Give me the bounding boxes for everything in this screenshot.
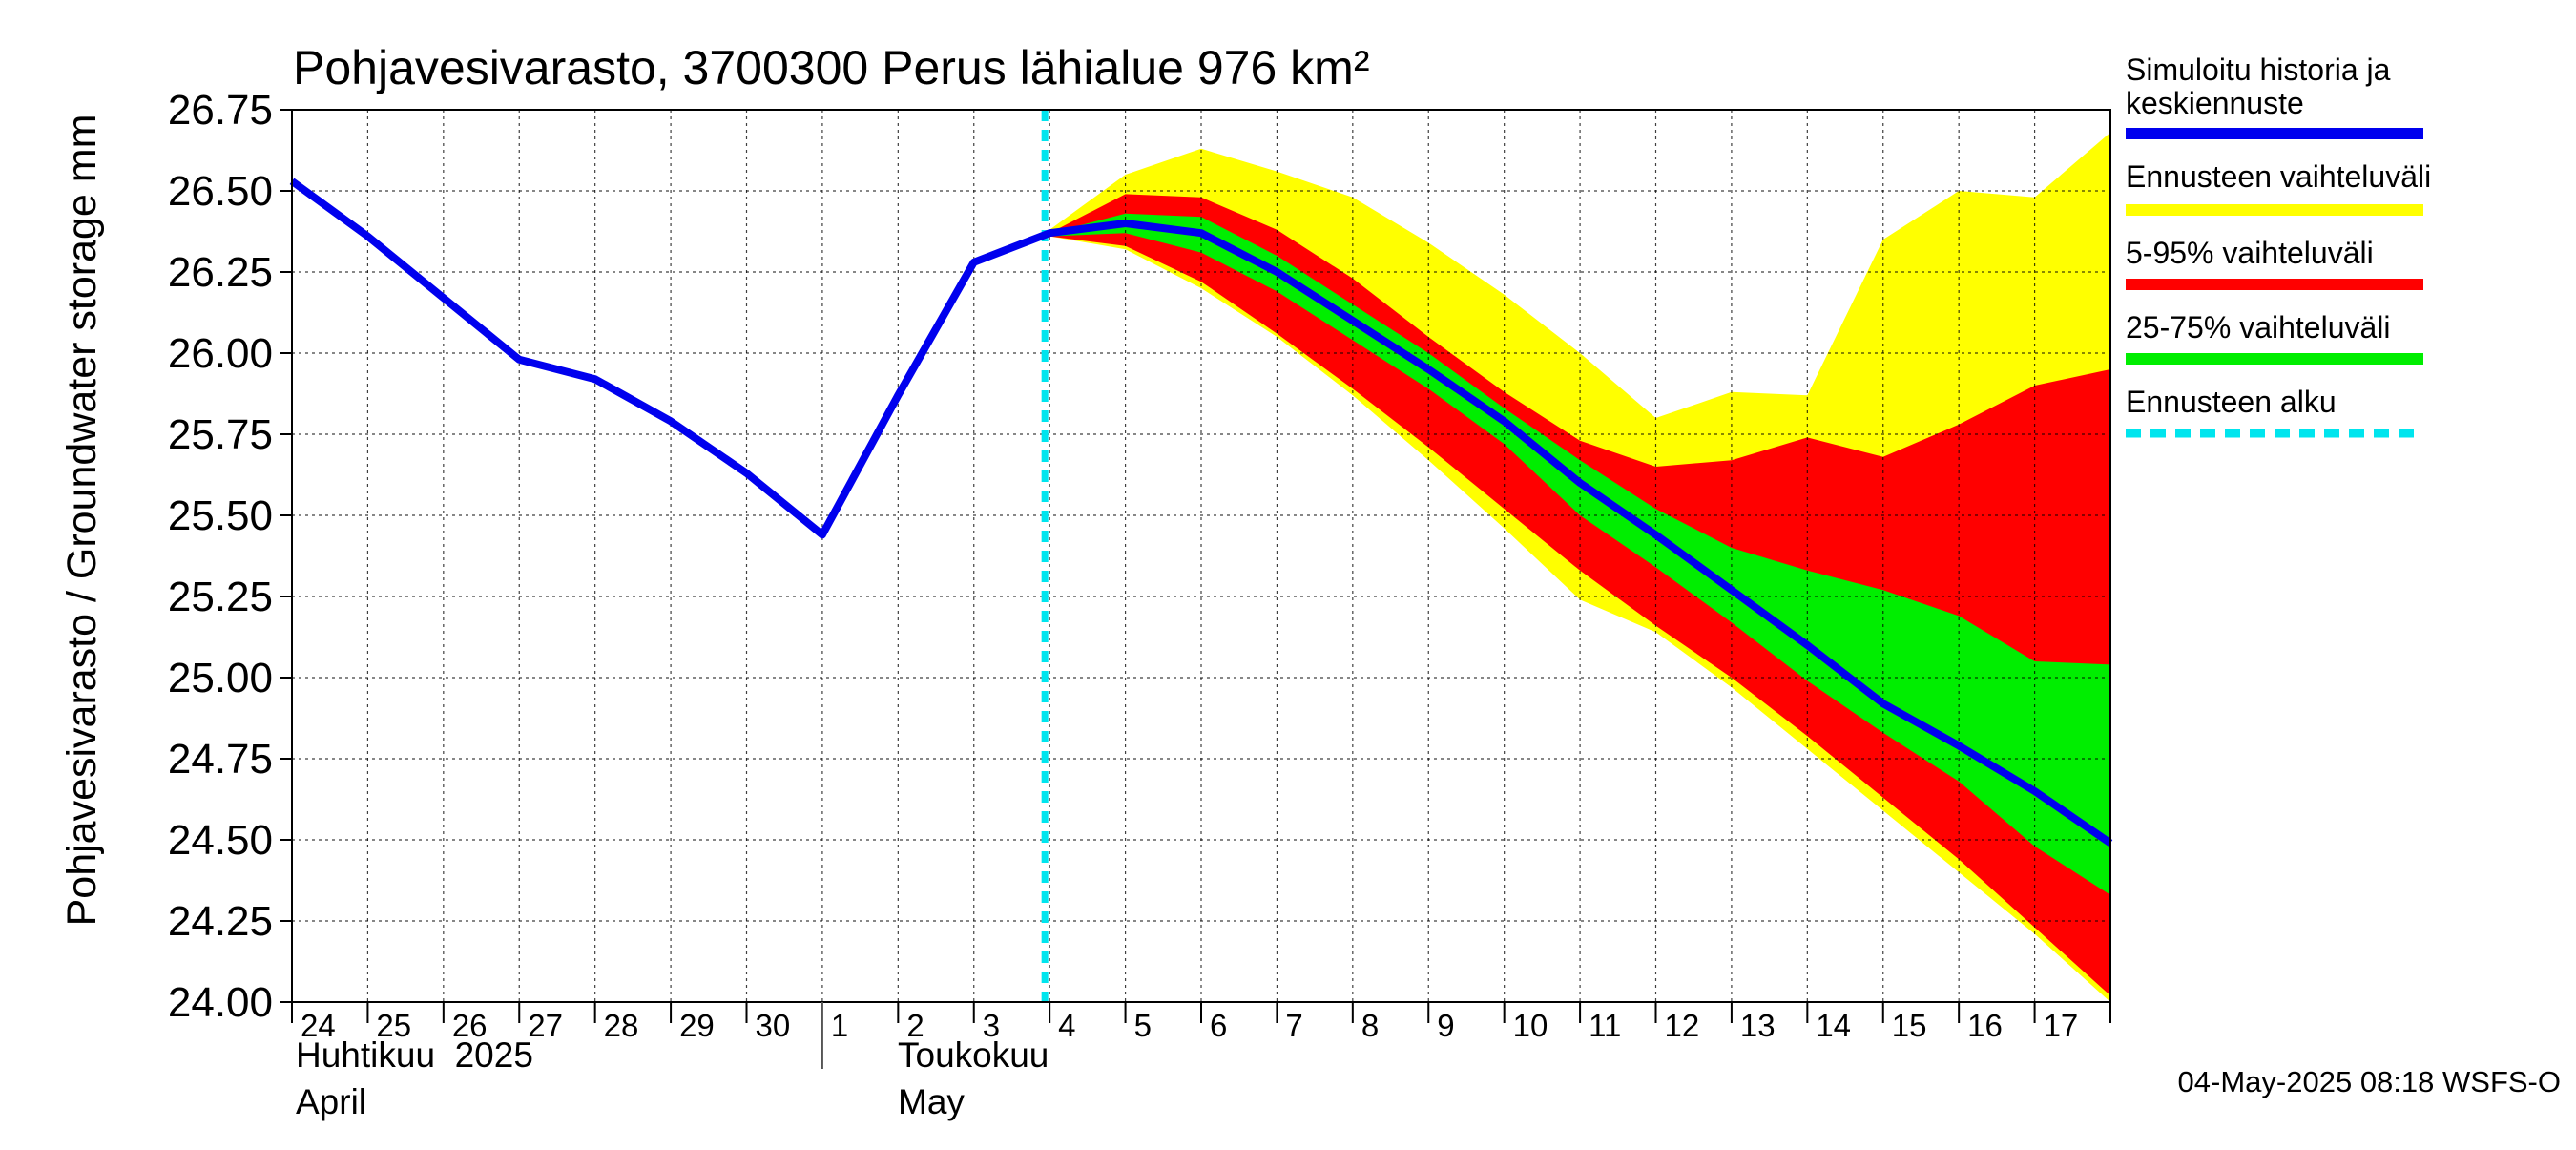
month-label-may-fi: Toukokuu xyxy=(898,1035,1049,1075)
month-label-april-en: April xyxy=(296,1082,366,1121)
x-tick-label: 17 xyxy=(2044,1008,2079,1043)
x-tick-label: 28 xyxy=(604,1008,639,1043)
x-tick-label: 12 xyxy=(1665,1008,1700,1043)
y-tick-label: 25.50 xyxy=(168,492,273,539)
legend-label: keskiennuste xyxy=(2126,86,2304,120)
x-tick-label: 7 xyxy=(1285,1008,1302,1043)
x-tick-label: 1 xyxy=(831,1008,848,1043)
legend-label: Ennusteen alku xyxy=(2126,385,2337,419)
x-axis-ticks: 24 25 26 27 28 29 30 1 2 3 4 5 6 7 8 9 10 11 12 13 14 15 16 17 xyxy=(291,1002,2111,1069)
x-tick-label: 9 xyxy=(1437,1008,1454,1043)
x-tick-label: 25 xyxy=(376,1008,411,1043)
y-tick-label: 24.00 xyxy=(168,979,273,1026)
x-tick-label: 3 xyxy=(983,1008,1000,1043)
series-line-mean xyxy=(289,178,2113,847)
legend-label: 5-95% vaihteluväli xyxy=(2126,236,2374,270)
x-tick-label: 24 xyxy=(301,1008,336,1043)
y-tick-label: 26.75 xyxy=(168,87,273,134)
y-tick-label: 24.25 xyxy=(168,898,273,945)
x-tick-label: 10 xyxy=(1513,1008,1548,1043)
y-axis-ticks: 24.00 24.25 24.50 24.75 25.00 25.25 25.50 25.75… xyxy=(168,87,292,1026)
gridlines xyxy=(292,110,2110,1002)
y-tick-label: 25.25 xyxy=(168,574,273,620)
x-tick-label: 16 xyxy=(1967,1008,2003,1043)
x-tick-label: 27 xyxy=(528,1008,563,1043)
month-label-april-fi: Huhtikuu 2025 xyxy=(296,1035,533,1075)
y-axis-label: Pohjavesivarasto / Groundwater storage m… xyxy=(59,115,105,927)
forecast-bands xyxy=(1049,132,2110,1003)
series-lines xyxy=(289,110,2113,1002)
legend-label: 25-75% vaihteluväli xyxy=(2126,310,2391,345)
y-tick-label: 25.00 xyxy=(168,655,273,701)
y-tick-label: 25.75 xyxy=(168,411,273,458)
y-tick-label: 26.00 xyxy=(168,330,273,377)
x-tick-label: 29 xyxy=(679,1008,715,1043)
band-5-95-range xyxy=(1049,194,2110,996)
timestamp-footer: 04-May-2025 08:18 WSFS-O xyxy=(2178,1065,2561,1098)
y-tick-label: 24.75 xyxy=(168,736,273,783)
x-tick-label: 15 xyxy=(1892,1008,1927,1043)
x-tick-label: 13 xyxy=(1740,1008,1776,1043)
y-tick-label: 26.50 xyxy=(168,168,273,215)
x-tick-label: 11 xyxy=(1589,1008,1621,1043)
x-tick-label: 14 xyxy=(1816,1008,1851,1043)
y-tick-label: 26.25 xyxy=(168,249,273,296)
x-tick-label: 2 xyxy=(906,1008,924,1043)
x-tick-label: 6 xyxy=(1210,1008,1227,1043)
month-label-may-en: May xyxy=(898,1082,965,1121)
x-tick-label: 5 xyxy=(1134,1008,1152,1043)
x-tick-label: 4 xyxy=(1058,1008,1075,1043)
chart-title: Pohjavesivarasto, 3700300 Perus lähialue… xyxy=(293,41,1369,94)
y-tick-label: 24.50 xyxy=(168,817,273,864)
legend-label: Ennusteen vaihteluväli xyxy=(2126,159,2431,194)
x-tick-label: 26 xyxy=(452,1008,488,1043)
legend-label: Simuloitu historia ja xyxy=(2126,52,2391,87)
x-tick-label: 8 xyxy=(1361,1008,1379,1043)
x-tick-label: 30 xyxy=(756,1008,791,1043)
